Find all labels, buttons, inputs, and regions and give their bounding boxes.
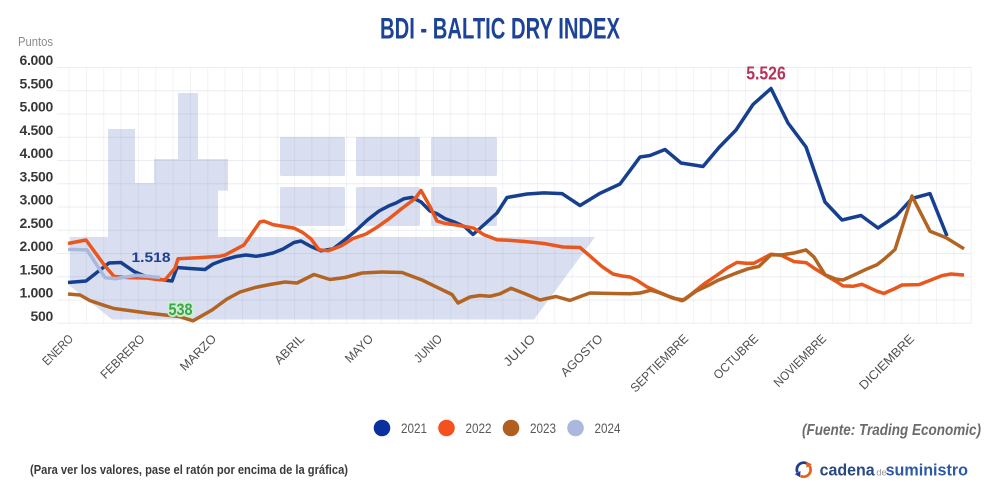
svg-text:500: 500: [31, 308, 54, 324]
svg-text:2.000: 2.000: [19, 238, 53, 254]
svg-text:1.518: 1.518: [132, 250, 172, 265]
svg-text:5.500: 5.500: [19, 75, 53, 91]
svg-text:538: 538: [169, 300, 193, 319]
svg-text:3.000: 3.000: [19, 192, 53, 208]
svg-text:BDI - BALTIC DRY INDEX: BDI - BALTIC DRY INDEX: [380, 13, 620, 46]
svg-text:(Para ver los valores, pase el: (Para ver los valores, pase el ratón por…: [30, 462, 348, 477]
svg-text:5.526: 5.526: [746, 64, 786, 84]
svg-text:4.500: 4.500: [19, 122, 53, 138]
svg-text:538: 538: [169, 300, 193, 319]
svg-text:de: de: [876, 467, 887, 478]
svg-text:1.500: 1.500: [19, 261, 53, 277]
svg-text:2.500: 2.500: [19, 215, 53, 231]
svg-text:3.500: 3.500: [19, 168, 53, 184]
svg-text:2023: 2023: [530, 420, 556, 436]
svg-text:5.000: 5.000: [19, 99, 53, 115]
svg-text:(Fuente: Trading Economic): (Fuente: Trading Economic): [802, 422, 981, 439]
svg-text:suministro: suministro: [886, 460, 968, 479]
svg-text:cadena: cadena: [820, 460, 876, 479]
svg-text:2022: 2022: [466, 420, 492, 436]
svg-text:4.000: 4.000: [19, 145, 53, 161]
svg-text:6.000: 6.000: [19, 52, 53, 68]
svg-text:2021: 2021: [401, 420, 427, 436]
svg-text:2024: 2024: [595, 420, 621, 436]
svg-text:Puntos: Puntos: [18, 34, 53, 49]
svg-text:1.000: 1.000: [19, 285, 53, 301]
